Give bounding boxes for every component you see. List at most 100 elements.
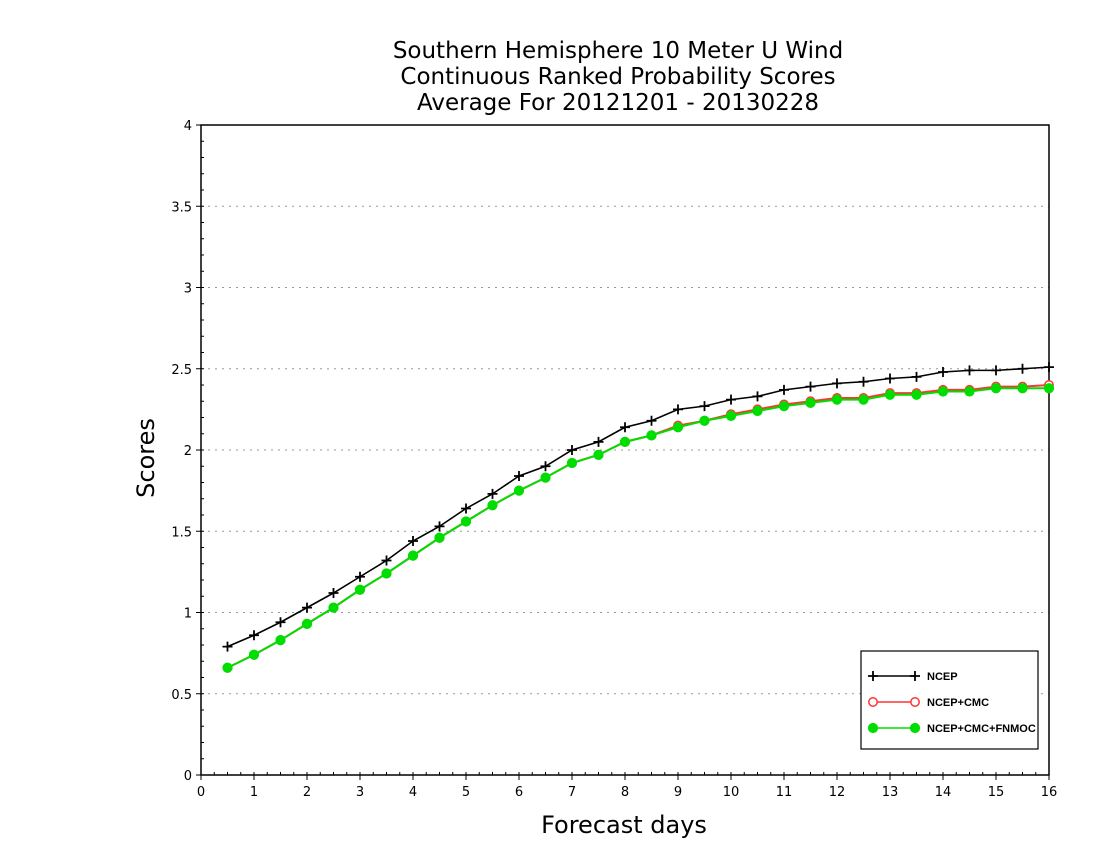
legend-label: NCEP+CMC+FNMOC [927,723,1036,735]
data-point [460,516,472,527]
data-point [222,662,233,673]
series-ncep-cmc-fnmoc [222,383,1055,673]
legend-marker [909,722,921,734]
legend-item: NCEP+CMC [868,697,989,709]
data-point [646,415,657,426]
series-ncep [222,362,1054,652]
x-tick-label: 2 [303,785,311,800]
data-point [249,630,259,641]
y-axis-ticks: 0 0.5 1 1.5 2 2.5 3 3.5 4 [171,119,204,784]
data-point [513,485,525,496]
data-point [540,461,551,472]
data-point [567,445,577,455]
data-point [408,536,418,546]
data-point [593,436,604,447]
data-point [699,401,710,412]
data-point [566,457,578,469]
data-point [487,488,498,499]
data-point [514,471,524,481]
data-point [593,449,604,460]
data-point [726,394,736,405]
data-point [672,422,684,433]
data-point [248,649,260,660]
data-point [355,571,365,582]
legend-label: NCEP [927,671,958,683]
series-line [227,366,1050,648]
x-tick-label: 7 [568,785,576,800]
series-line [227,384,1050,669]
y-tick-label: 1.5 [171,525,192,540]
y-tick-label: 0.5 [171,688,192,703]
legend-marker [867,722,879,734]
data-point [964,365,975,376]
series-group [222,362,1055,673]
data-point [328,588,339,598]
series-line [227,387,1049,669]
data-point [884,389,896,400]
x-axis-label: Forecast days [541,811,707,839]
data-point [381,568,392,579]
grid-lines [201,205,1049,695]
data-point [911,371,922,382]
title-line-1: Southern Hemisphere 10 Meter U Wind [393,38,843,64]
data-point [461,503,471,514]
y-tick-label: 4 [184,119,192,134]
title-line-2: Continuous Ranked Probability Scores [400,64,835,90]
y-tick-label: 3.5 [171,200,192,215]
y-tick-label: 0 [184,769,192,784]
x-tick-label: 9 [674,785,682,800]
data-point [752,391,763,402]
legend-marker [868,697,878,707]
data-point [222,641,233,652]
data-point [275,635,286,646]
data-point [991,365,1001,376]
legend-label: NCEP+CMC [927,697,989,709]
x-tick-label: 1 [250,785,258,800]
y-tick-label: 3 [184,282,192,297]
legend-item: NCEP [868,671,958,683]
x-tick-label: 16 [1041,785,1058,800]
data-point [301,618,313,629]
data-point [937,386,949,397]
data-point [1044,362,1054,373]
title-line-3: Average For 20121201 - 20130228 [417,90,819,116]
data-point [1017,383,1028,394]
data-point [778,401,790,412]
data-point [911,389,922,400]
data-point [779,384,789,395]
x-tick-label: 8 [621,785,629,800]
data-point [540,472,551,483]
data-point [407,550,419,561]
data-point [805,381,816,392]
data-point [699,415,710,426]
x-tick-label: 11 [776,785,793,800]
data-point [1017,363,1028,374]
data-point [832,378,842,389]
y-tick-label: 1 [184,607,192,622]
x-tick-label: 12 [829,785,846,800]
data-point [752,405,763,417]
data-point [1043,383,1055,394]
data-point [938,367,948,377]
x-tick-label: 13 [882,785,899,800]
x-tick-label: 0 [197,785,205,800]
y-axis-label: Scores [132,418,160,498]
legend-box [860,650,1039,750]
y-tick-label: 2 [184,444,192,459]
data-point [858,376,869,387]
x-tick-label: 3 [356,785,364,800]
data-point [858,394,869,405]
x-tick-label: 14 [935,785,952,800]
data-point [381,555,392,566]
legend: NCEP NCEP+CMC NCEP+CMC+FNMOC [860,650,1039,750]
data-point [646,430,657,441]
chart-title: Southern Hemisphere 10 Meter U WindConti… [393,38,843,116]
data-point [619,436,631,447]
x-tick-label: 4 [409,785,417,800]
data-point [831,394,843,405]
x-tick-label: 15 [988,785,1005,800]
x-tick-label: 10 [723,785,740,800]
legend-marker [910,671,920,681]
x-tick-label: 6 [515,785,523,800]
